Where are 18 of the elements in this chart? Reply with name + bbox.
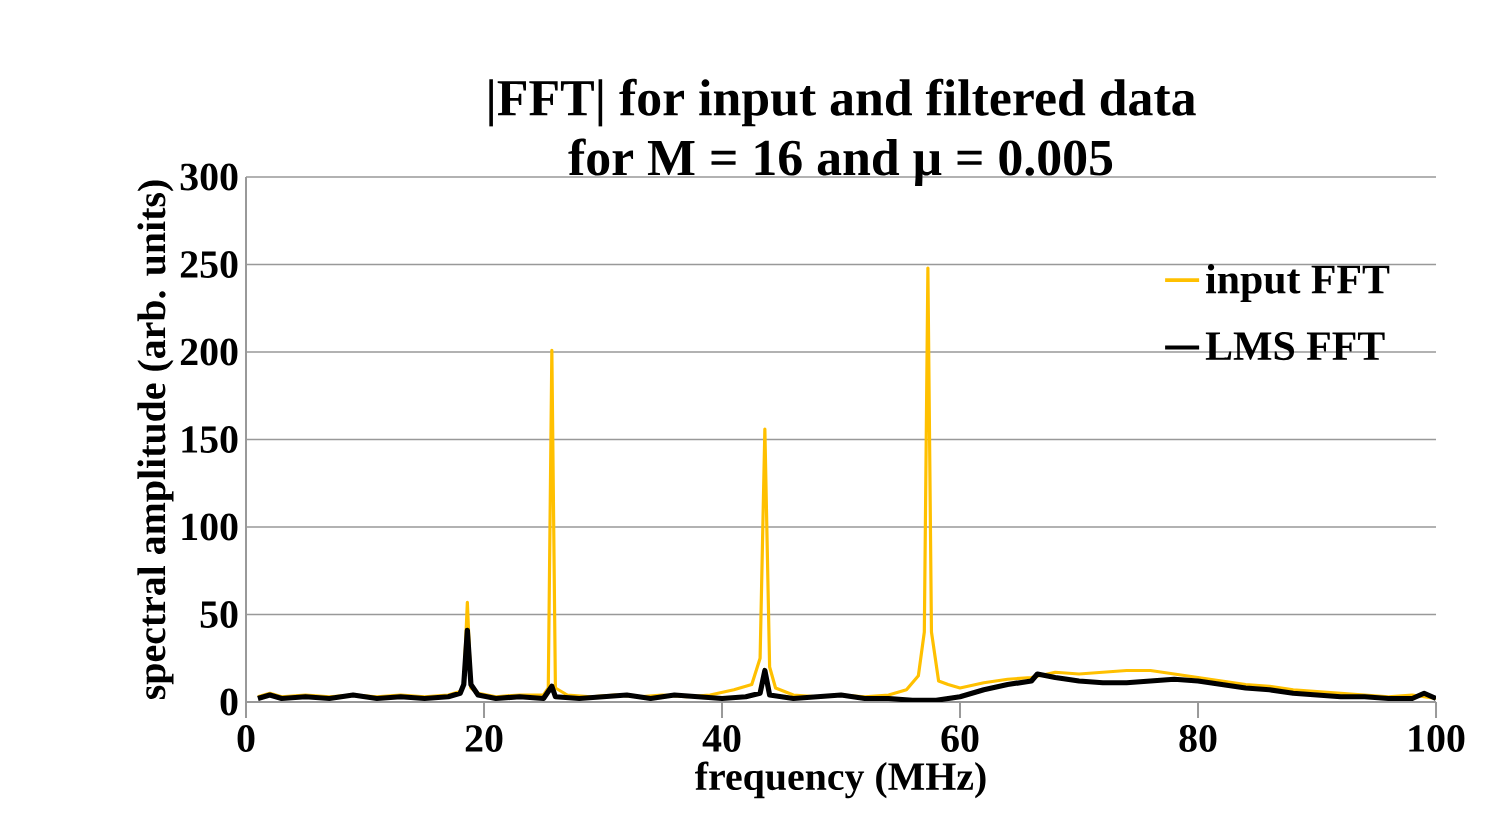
legend-label: input FFT [1206,264,1390,303]
y-tick-label: 250 [180,251,238,278]
x-tick-label: 20 [465,725,503,752]
x-tick-label: 80 [1179,725,1217,752]
y-tick-label: 100 [182,513,238,541]
x-axis-title: frequency (MHz) [695,761,986,799]
y-tick-label: 150 [182,426,238,453]
chart-title: |FFT| for input and filtered data for M = 16 and μ = 0.005 [489,78,1196,186]
x-tick-label: 0 [237,725,255,752]
legend-label: LMS FFT [1205,332,1385,361]
x-tick-label: 100 [1409,725,1465,752]
y-axis-title: spectral amplitude (arb. units) [137,180,174,699]
y-tick-label: 0 [220,688,238,716]
x-tick-label: 40 [702,725,741,752]
y-tick-label: 300 [180,163,238,191]
y-tick-label: 200 [180,338,238,366]
x-tick-label: 60 [941,725,979,752]
y-tick-label: 50 [200,601,238,628]
